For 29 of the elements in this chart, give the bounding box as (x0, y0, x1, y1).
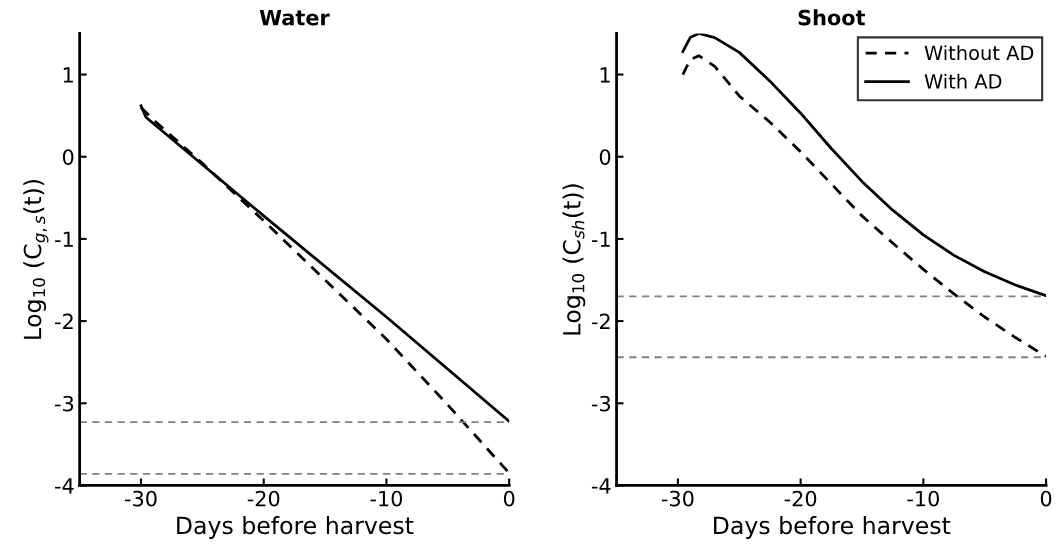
legend-label: With AD (924, 73, 1002, 89)
y-axis-title: Log$_{10}$ (C$_{sh}$(t)) (562, 184, 586, 335)
x-tick-label: -10 (370, 490, 403, 507)
line-series (681, 33, 1047, 298)
y-tick-label: -2 (55, 313, 73, 330)
y-tick-label: -1 (591, 231, 610, 247)
x-tick-label: -10 (907, 490, 939, 507)
x-tick-label: -20 (784, 490, 817, 507)
x-tick-label: 0 (1040, 490, 1052, 507)
x-tick-label: -30 (661, 490, 694, 507)
chart-title: Shoot (798, 9, 866, 26)
x-tick-label: 0 (503, 490, 515, 507)
y-tick-label: -4 (55, 478, 74, 494)
y-tick-label: 0 (599, 149, 611, 165)
y-tick-label: -1 (55, 231, 73, 247)
y-tick-label: -4 (591, 478, 611, 494)
y-tick-label: -3 (55, 395, 74, 412)
x-tick-label: -20 (247, 490, 280, 507)
chart-title: Water (259, 9, 330, 26)
y-tick-label: -2 (591, 313, 610, 330)
y-axis-title: Log$_{10}$ (C$_{g,s}$(t)) (23, 180, 49, 339)
legend-label: Without AD (924, 45, 1034, 61)
y-tick-label: 1 (63, 67, 73, 83)
y-tick-label: 1 (600, 67, 610, 83)
y-tick-label: 0 (62, 149, 74, 165)
y-tick-label: -3 (591, 395, 611, 412)
x-tick-label: -30 (125, 490, 157, 507)
x-axis-title: Days before harvest (177, 516, 414, 539)
x-axis-title: Days before harvest (714, 516, 951, 539)
